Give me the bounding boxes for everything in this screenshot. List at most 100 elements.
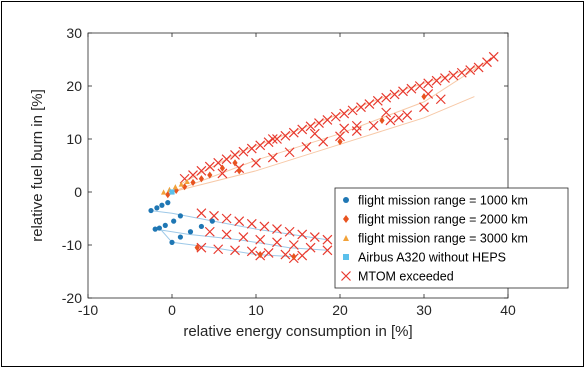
data-point	[221, 154, 232, 165]
band-line	[155, 228, 328, 251]
data-point	[246, 218, 257, 229]
data-point	[152, 226, 158, 232]
data-point	[230, 245, 240, 256]
data-point	[402, 110, 413, 121]
data-point	[398, 86, 408, 97]
y-tick-label: -20	[62, 290, 82, 306]
data-point	[385, 115, 396, 126]
legend-label: flight mission range = 1000 km	[358, 194, 528, 208]
data-point	[280, 249, 291, 260]
data-point	[219, 164, 225, 172]
data-point	[161, 189, 167, 195]
band-line	[180, 64, 483, 185]
data-point	[257, 250, 263, 259]
y-tick-label: 20	[66, 78, 82, 94]
legend-marker	[341, 271, 351, 281]
data-point	[456, 67, 467, 78]
data-point	[322, 245, 333, 256]
x-tick-label: -10	[78, 302, 98, 318]
x-tick-label: 10	[248, 302, 264, 318]
data-point	[309, 232, 320, 242]
data-point	[339, 123, 350, 134]
data-point	[330, 111, 341, 122]
data-point	[419, 102, 429, 113]
data-point	[172, 184, 178, 190]
legend-marker	[343, 235, 349, 241]
legend-label: MTOM exceeded	[358, 270, 454, 284]
data-point	[414, 81, 425, 91]
data-point	[204, 226, 215, 237]
data-point	[196, 208, 207, 219]
data-point	[165, 191, 171, 199]
legend: flight mission range = 1000 km flight mis…	[334, 187, 569, 289]
data-point	[232, 159, 238, 167]
data-point	[255, 234, 266, 245]
data-point	[465, 65, 476, 76]
data-point	[238, 232, 249, 242]
data-point	[184, 178, 190, 184]
data-point	[251, 157, 261, 168]
data-point	[182, 183, 188, 191]
data-point	[440, 73, 450, 83]
x-tick-label: 20	[332, 302, 348, 318]
data-point	[284, 226, 295, 237]
data-point	[406, 83, 417, 94]
data-point	[187, 229, 194, 235]
x-axis-label: relative energy consumption in [%]	[183, 323, 412, 340]
data-point	[267, 134, 278, 144]
data-point	[234, 216, 245, 227]
x-tick-label: 0	[168, 302, 176, 318]
plot-area-border	[87, 32, 509, 299]
data-point	[288, 240, 299, 250]
data-point	[230, 149, 240, 160]
data-point	[305, 121, 316, 132]
data-point	[284, 147, 295, 158]
data-point	[423, 78, 434, 89]
data-point	[198, 175, 204, 183]
data-point	[267, 152, 278, 163]
y-tick-label: 0	[74, 184, 82, 200]
legend-label: flight mission range = 2000 km	[358, 213, 528, 227]
series-group	[179, 51, 499, 264]
data-point	[351, 126, 362, 136]
legend-label: Airbus A320 without HEPS	[358, 251, 506, 265]
legend-marker	[343, 254, 349, 260]
data-point	[347, 105, 358, 116]
data-point	[448, 70, 459, 81]
series-group	[148, 200, 215, 245]
data-point	[421, 93, 427, 101]
data-point	[209, 210, 219, 221]
data-point	[188, 170, 198, 180]
data-point	[194, 244, 200, 252]
y-axis-label: relative fuel burn in [%]	[29, 89, 46, 242]
data-point	[272, 237, 282, 248]
data-point	[213, 157, 224, 168]
data-point	[368, 120, 379, 131]
x-tick-label: 40	[500, 302, 516, 318]
data-point	[178, 181, 184, 187]
data-point	[255, 140, 266, 151]
data-point	[322, 234, 333, 245]
legend-box	[334, 187, 569, 289]
data-point	[148, 207, 154, 214]
y-tick-label: 30	[66, 25, 82, 41]
data-point	[297, 124, 308, 135]
uncertainty-bands	[150, 56, 494, 258]
data-point	[301, 142, 312, 152]
data-point	[305, 242, 316, 253]
data-point	[272, 134, 282, 144]
data-point	[335, 131, 345, 142]
data-point	[431, 75, 442, 86]
data-point	[291, 253, 297, 261]
data-point	[154, 205, 160, 211]
data-point	[246, 143, 257, 154]
data-point	[259, 221, 270, 232]
data-point	[171, 218, 177, 224]
data-point	[217, 168, 228, 179]
data-point	[190, 178, 196, 187]
data-point	[213, 244, 224, 255]
data-points	[148, 51, 499, 264]
data-point	[156, 225, 162, 231]
data-point	[204, 161, 215, 172]
